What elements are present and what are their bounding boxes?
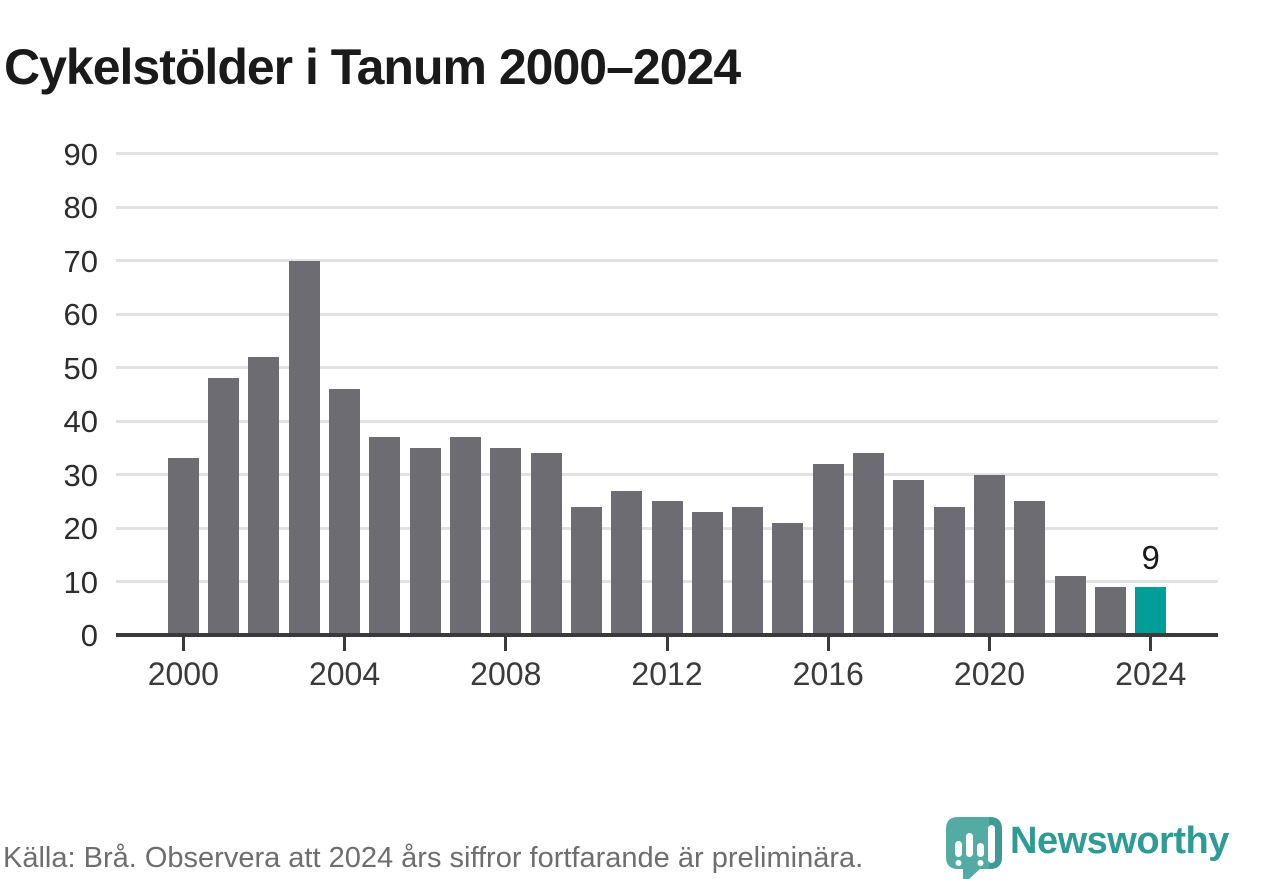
- bar-2021: [1014, 501, 1046, 633]
- newsworthy-logo: Newsworthy: [942, 812, 1262, 879]
- newsworthy-wordmark: Newsworthy: [1010, 820, 1229, 862]
- y-axis-label-10: 10: [63, 564, 98, 600]
- gridline-y90: [116, 152, 1218, 155]
- x-tick-2016: [826, 637, 830, 651]
- y-axis-label-20: 20: [63, 511, 98, 546]
- x-axis-label-2008: 2008: [470, 656, 542, 692]
- bar-2001: [208, 378, 240, 633]
- y-axis-label-80: 80: [63, 190, 98, 225]
- gridline-y60: [116, 312, 1218, 316]
- bar-2018: [893, 479, 925, 633]
- y-axis-label-0: 0: [80, 618, 98, 653]
- x-tick-2024: [1149, 637, 1153, 651]
- bar-2020: [974, 474, 1005, 633]
- bar-2016: [812, 463, 844, 633]
- gridline-y40: [116, 419, 1218, 423]
- y-axis-label-40: 40: [63, 404, 98, 439]
- x-axis-label-2016: 2016: [792, 656, 864, 692]
- gridline-y30: [116, 473, 1218, 476]
- x-axis-line: [116, 633, 1218, 637]
- x-axis-label-2000: 2000: [147, 656, 219, 692]
- bar-2019: [933, 506, 965, 633]
- bar-2004: [329, 388, 361, 633]
- gridline-y50: [116, 366, 1218, 369]
- x-tick-2004: [343, 637, 347, 651]
- bar-2014: [732, 506, 764, 633]
- y-axis-label-70: 70: [63, 243, 98, 279]
- gridline-y70: [116, 259, 1218, 262]
- x-tick-2000: [181, 637, 185, 651]
- bar-2010: [570, 506, 602, 633]
- x-tick-2020: [988, 637, 991, 651]
- chart-title: Cykelstölder i Tanum 2000–2024: [4, 38, 741, 95]
- bar-2002: [248, 356, 280, 633]
- bar-2009: [530, 453, 562, 633]
- gridline-y80: [116, 205, 1218, 209]
- bar-2024: [1135, 586, 1167, 633]
- x-axis-label-2012: 2012: [631, 656, 703, 692]
- x-axis-label-2024: 2024: [1115, 656, 1187, 692]
- newsworthy-pin-barchart-icon: [946, 817, 1002, 879]
- x-axis-label-2020: 2020: [953, 656, 1026, 692]
- bar-2007: [449, 437, 481, 633]
- y-axis-label-30: 30: [63, 457, 98, 493]
- bar-2013: [691, 511, 723, 633]
- bar-2017: [853, 453, 885, 633]
- bar-2000: [167, 458, 199, 633]
- bar-2008: [490, 447, 522, 633]
- bar-2015: [772, 522, 804, 633]
- y-axis-label-50: 50: [63, 350, 98, 386]
- source-note: Källa: Brå. Observera att 2024 års siffr…: [3, 842, 864, 874]
- bar-2005: [369, 437, 401, 633]
- bar-2003: [288, 260, 320, 633]
- bar-2006: [409, 447, 441, 633]
- bar-2022: [1054, 576, 1086, 633]
- x-axis-label-2004: 2004: [308, 656, 381, 692]
- x-tick-2008: [504, 637, 508, 651]
- highlight-value-label: 9: [1141, 538, 1160, 576]
- bar-2012: [651, 501, 683, 633]
- bar-2011: [611, 490, 643, 633]
- y-axis-label-60: 60: [63, 297, 98, 332]
- bar-2023: [1094, 586, 1126, 633]
- x-tick-2012: [665, 637, 669, 651]
- y-axis-label-90: 90: [63, 136, 98, 172]
